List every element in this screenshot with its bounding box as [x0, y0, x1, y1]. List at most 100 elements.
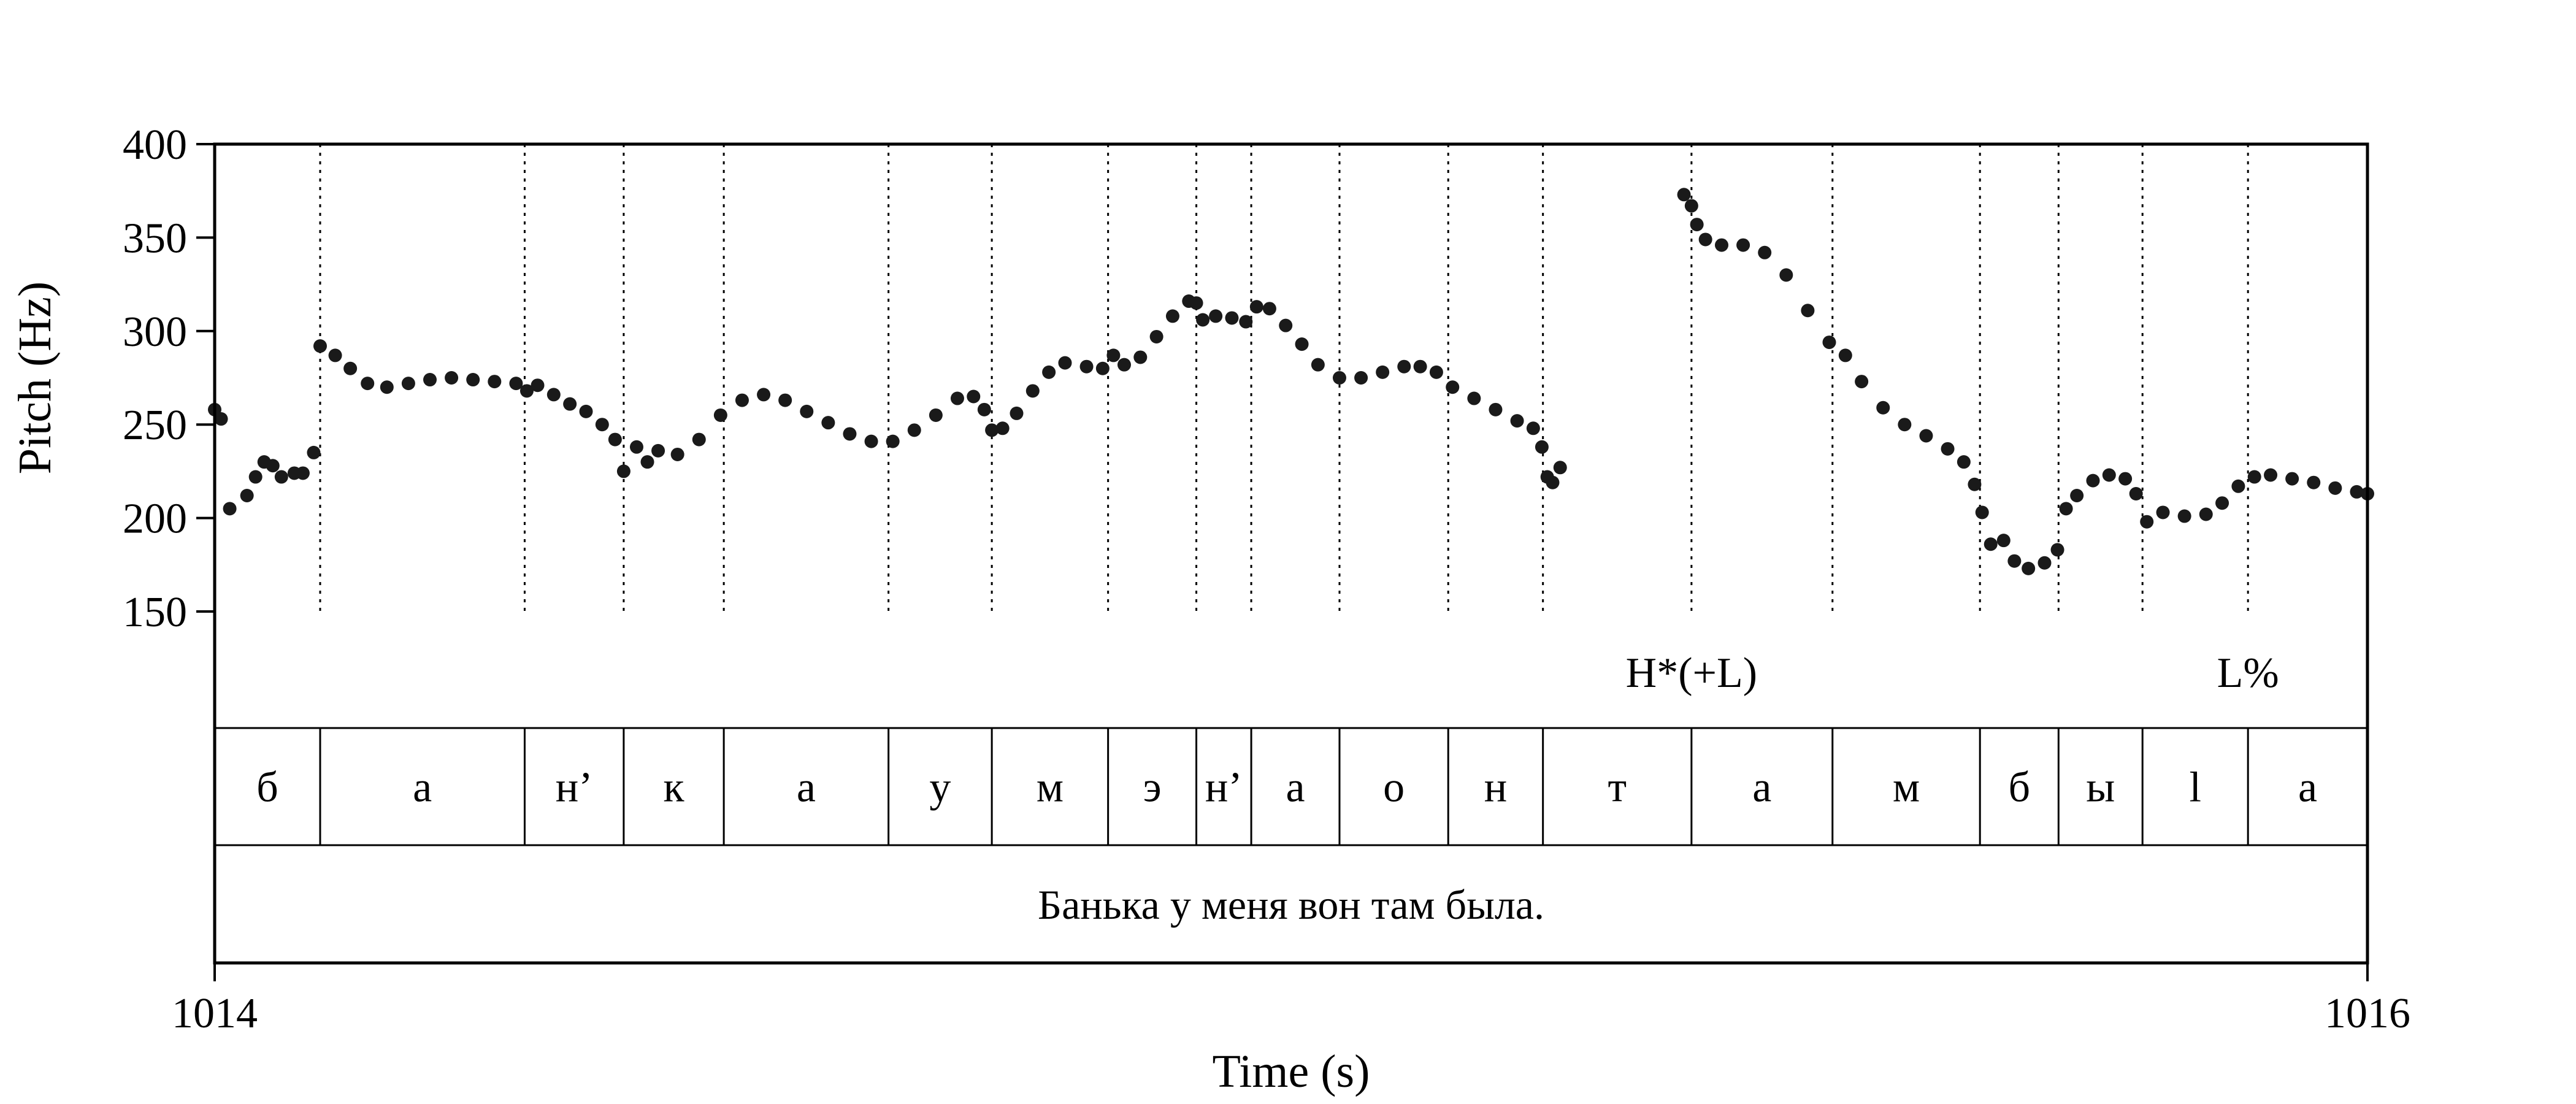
pitch-point — [2037, 556, 2052, 570]
pitch-point — [2007, 554, 2022, 568]
pitch-point — [1354, 371, 1368, 385]
pitch-point — [778, 393, 792, 407]
segment-label: а — [2298, 764, 2317, 811]
pitch-point — [361, 377, 375, 391]
pitch-point — [1941, 442, 1955, 456]
segment-label: к — [663, 764, 684, 811]
pitch-point — [1758, 245, 1772, 259]
segment-label: б — [2008, 764, 2030, 811]
segment-label: э — [1143, 764, 1162, 811]
pitch-point — [629, 440, 643, 454]
pitch-point — [240, 489, 254, 503]
pitch-point — [1553, 461, 1567, 475]
pitch-point — [1196, 313, 1210, 327]
segment-label: о — [1383, 764, 1405, 811]
pitch-point — [401, 377, 415, 391]
pitch-point — [1715, 238, 1728, 252]
pitch-point — [1535, 440, 1549, 454]
pitch-point — [1279, 318, 1293, 332]
pitch-point — [670, 447, 684, 461]
pitch-point — [1855, 375, 1869, 389]
segment-label: м — [1037, 764, 1064, 811]
pitch-point — [2102, 468, 2116, 482]
pitch-point — [843, 427, 857, 441]
pitch-point — [967, 389, 981, 404]
pitch-point — [1239, 315, 1253, 329]
pitch-point — [214, 412, 228, 426]
pitch-point — [907, 423, 921, 437]
x-axis-title: Time (s) — [1213, 1046, 1370, 1097]
segment-label: м — [1893, 764, 1920, 811]
sentence-label: Банька у меня вон там была. — [1038, 881, 1544, 928]
pitch-point — [445, 371, 459, 385]
pitch-point — [1467, 391, 1481, 405]
pitch-point — [2177, 509, 2191, 523]
pitch-point — [248, 470, 263, 484]
pitch-point — [1095, 361, 1110, 375]
pitch-point — [1025, 384, 1040, 398]
pitch-point — [466, 373, 480, 387]
pitch-point — [929, 408, 943, 422]
segment-label: l — [2189, 764, 2201, 811]
pitch-point — [1117, 358, 1131, 372]
chart-root: б а н’ к а у м э н’ а о н т а м б ы l а H*(+L) L% Банька у ме… — [9, 121, 2410, 1097]
pitch-point — [296, 466, 310, 480]
pitch-point — [1698, 232, 1712, 247]
pitch-point — [2247, 470, 2261, 484]
pitch-point — [313, 339, 327, 353]
pitch-point — [274, 470, 288, 484]
pitch-point — [2050, 543, 2064, 557]
pitch-point — [1209, 309, 1223, 323]
pitch-point — [2350, 485, 2364, 499]
pitch-point — [2129, 486, 2143, 500]
pitch-point — [1957, 455, 1971, 469]
pitch-point — [2231, 479, 2245, 493]
pitch-point — [595, 418, 609, 432]
pitch-point — [579, 404, 593, 418]
pitch-point — [1779, 268, 1793, 282]
pitch-point — [1446, 380, 1460, 394]
pitch-point — [519, 384, 534, 398]
x-tick-label: 1016 — [2325, 990, 2410, 1037]
pitch-point — [950, 391, 964, 405]
pitch-point — [531, 378, 545, 393]
pitch-point — [1510, 414, 1524, 428]
pitch-point — [1079, 359, 1094, 374]
segment-label: ы — [2086, 764, 2115, 811]
pitch-point — [2070, 489, 2084, 503]
pitch-point — [1677, 188, 1691, 202]
y-tick-label: 400 — [123, 121, 187, 169]
segment-label: а — [1752, 764, 1771, 811]
pitch-point — [1189, 296, 1203, 310]
pitch-point — [1822, 335, 1836, 350]
pitch-points — [208, 188, 2374, 575]
segment-label: т — [1608, 764, 1627, 811]
pitch-point — [985, 423, 999, 437]
pitch-point — [509, 377, 523, 391]
segment-tier — [319, 728, 2249, 845]
pitch-point — [713, 408, 727, 422]
pitch-point — [2022, 561, 2036, 575]
tone-label: L% — [2217, 650, 2279, 697]
y-axis-title: Pitch (Hz) — [9, 282, 61, 474]
pitch-point — [343, 361, 358, 375]
pitch-point — [1684, 199, 1698, 213]
x-tick-label: 1014 — [172, 990, 258, 1037]
pitch-point — [546, 388, 561, 402]
pitch-point — [800, 404, 814, 418]
pitch-point — [1489, 402, 1503, 416]
tone-label: H*(+L) — [1626, 650, 1757, 697]
y-tick-label: 200 — [123, 496, 187, 543]
pitch-point — [2156, 505, 2170, 519]
pitch-point — [380, 380, 394, 394]
plot-frame — [213, 142, 2369, 965]
segment-label: а — [413, 764, 432, 811]
pitch-point — [307, 445, 321, 459]
pitch-point — [1165, 309, 1179, 323]
pitch-point — [1042, 365, 1056, 379]
pitch-point — [1801, 304, 1815, 318]
pitch-point — [2307, 475, 2321, 489]
pitch-point — [266, 459, 280, 473]
pitch-point — [2215, 496, 2229, 510]
